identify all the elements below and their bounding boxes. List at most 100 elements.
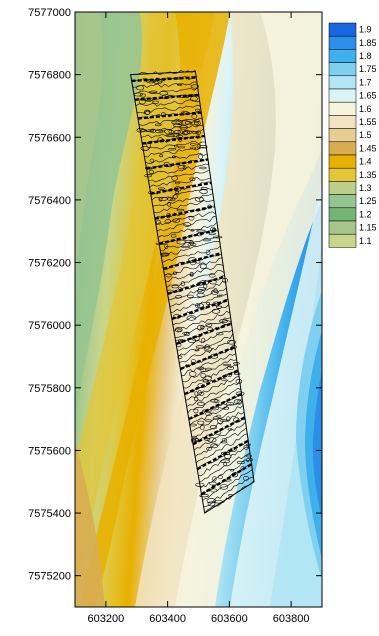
y-tick-label: 7576600 — [28, 132, 71, 144]
transect-10 — [171, 298, 229, 321]
contour-loop — [222, 320, 232, 325]
contour-loop — [203, 346, 212, 352]
contour-loop — [209, 425, 218, 430]
contour-loop — [199, 196, 204, 203]
contour-loop — [182, 165, 187, 170]
contour-loop — [194, 348, 200, 352]
contour-loop — [191, 114, 198, 119]
contour-loop — [157, 137, 164, 143]
legend-swatch — [328, 233, 357, 248]
contour-loop — [217, 418, 224, 424]
contour-loop — [203, 283, 208, 289]
contour-line — [178, 333, 234, 357]
contour-loop — [194, 121, 201, 126]
contour-loop — [176, 208, 185, 212]
transect-4 — [146, 158, 209, 170]
contour-loop — [196, 143, 201, 149]
contour-loop — [243, 444, 249, 450]
contour-loop — [148, 191, 153, 195]
contour-loop — [199, 367, 207, 373]
legend-swatch — [328, 154, 357, 169]
contour-loop — [186, 294, 194, 298]
contour-loop — [243, 475, 249, 481]
legend-label: 1.25 — [359, 196, 377, 206]
contour-line — [138, 117, 203, 126]
legend-swatch — [328, 62, 357, 77]
contour-loop — [155, 123, 162, 127]
legend-label: 1.75 — [359, 64, 377, 74]
contour-loop — [168, 148, 177, 151]
contour-loop — [176, 76, 184, 80]
contour-loop — [164, 243, 169, 249]
contour-loop — [199, 166, 207, 170]
contour-loop — [157, 79, 163, 84]
contour-loop — [193, 408, 199, 414]
contour-loop — [182, 332, 190, 335]
legend-label: 1.3 — [359, 183, 372, 193]
contour-loop — [227, 372, 233, 377]
contour-loop — [198, 154, 203, 160]
contour-loop — [181, 111, 189, 115]
transect-15 — [192, 416, 246, 446]
contour-loop — [172, 218, 181, 223]
legend-label: 1.2 — [359, 209, 372, 219]
contour-loop — [177, 329, 182, 332]
transect-3 — [142, 134, 205, 145]
contour-loop — [190, 229, 195, 232]
contour-loop — [173, 314, 181, 319]
y-tick-label: 7577000 — [28, 7, 71, 19]
contour-loop — [189, 371, 197, 377]
contour-line — [196, 433, 248, 464]
contour-loop — [223, 363, 232, 367]
transect-9 — [167, 275, 226, 295]
contour-loop — [218, 475, 224, 479]
legend-label: 1.8 — [359, 51, 372, 61]
legend-swatch — [328, 101, 357, 116]
contour-loop — [173, 130, 181, 134]
contour-loop — [236, 399, 242, 405]
contour-loop — [144, 174, 152, 178]
contour-loop — [171, 175, 178, 181]
contour-line — [166, 270, 225, 288]
contour-loop — [204, 419, 212, 422]
survey-strip — [129, 69, 255, 514]
contour-loop — [164, 128, 172, 135]
y-tick-label: 7575200 — [28, 571, 71, 583]
contour-loop — [221, 378, 227, 381]
contour-loop — [174, 327, 183, 333]
contour-line — [131, 76, 197, 83]
contour-loop — [136, 85, 145, 91]
contour-loop — [226, 416, 231, 422]
contour-loop — [160, 253, 170, 256]
contour-loop — [246, 443, 251, 446]
x-tick-label: 603800 — [273, 613, 310, 625]
contour-loop — [164, 219, 172, 224]
contour-loop — [177, 165, 186, 170]
contour-line — [190, 404, 244, 432]
contour-loop — [207, 501, 216, 507]
contour-loop — [236, 460, 246, 464]
contour-loop — [210, 226, 216, 232]
contour-loop — [168, 129, 174, 134]
contour-loop — [233, 372, 241, 375]
contour-line — [165, 264, 224, 282]
contour-loop — [198, 145, 208, 149]
contour-loop — [172, 133, 180, 138]
contour-loop — [204, 438, 210, 441]
contour-loop — [210, 443, 218, 449]
x-tick-label: 603600 — [211, 613, 248, 625]
contour-loop — [191, 335, 200, 342]
contour-loop — [227, 366, 235, 371]
contour-loop — [187, 94, 196, 97]
contour-loop — [172, 194, 178, 199]
contour-line — [174, 317, 231, 338]
contour-line — [133, 87, 199, 94]
contour-loop — [180, 120, 190, 126]
contour-line — [142, 135, 205, 145]
contour-loop — [233, 417, 240, 423]
contour-loop — [205, 322, 213, 328]
legend-swatch — [328, 35, 357, 50]
legend-label: 1.35 — [359, 170, 377, 180]
contour-loop — [177, 129, 183, 135]
contour-loop — [191, 439, 198, 444]
